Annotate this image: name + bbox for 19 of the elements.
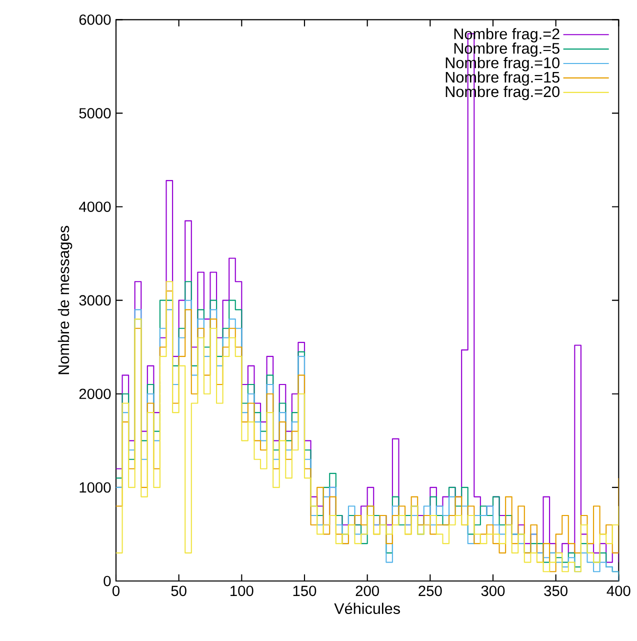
x-tick-label: 50 xyxy=(171,586,186,596)
y-tick-label: 3000 xyxy=(79,295,111,306)
y-tick-label: 0 xyxy=(104,576,111,586)
y-tick-label: 4000 xyxy=(78,202,111,212)
x-tick-label: 400 xyxy=(606,586,630,596)
y-axis-title: Nombre de messages xyxy=(58,226,72,374)
x-tick-label: 250 xyxy=(418,586,442,596)
y-tick-label: 5000 xyxy=(79,108,111,118)
x-axis-title: Véhicules xyxy=(334,602,400,614)
x-tick-label: 350 xyxy=(544,586,568,596)
y-tick-label: 6000 xyxy=(79,14,111,25)
y-tick-label: 2000 xyxy=(79,388,111,400)
x-tick-label: 150 xyxy=(293,586,316,596)
x-tick-label: 300 xyxy=(481,586,505,596)
x-tick-label: 200 xyxy=(356,586,379,596)
x-tick-label: 100 xyxy=(230,586,254,596)
y-tick-label: 1000 xyxy=(80,482,111,493)
x-tick-label: 0 xyxy=(112,586,120,596)
legend-label: Nombre frag.=2 xyxy=(454,28,560,42)
